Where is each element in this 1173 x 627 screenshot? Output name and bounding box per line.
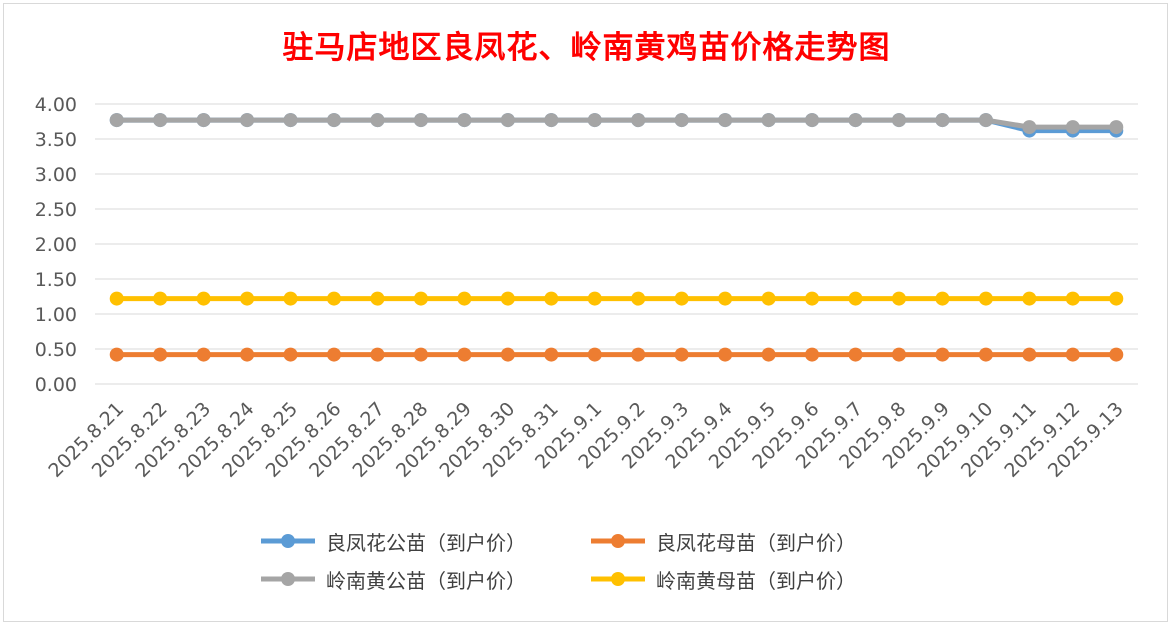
data-point-s1-8	[457, 347, 472, 362]
data-point-s3-23	[1109, 291, 1124, 306]
data-point-s3-22	[1065, 291, 1080, 306]
data-point-s1-22	[1065, 347, 1080, 362]
data-point-s3-5	[327, 291, 342, 306]
data-point-s2-22	[1065, 120, 1080, 135]
legend-swatch-series-1	[591, 534, 645, 548]
y-tick-label-5: 2.50	[35, 199, 77, 221]
data-point-s2-14	[718, 113, 733, 128]
data-point-s3-14	[718, 291, 733, 306]
data-point-s1-13	[674, 347, 689, 362]
data-point-s2-17	[848, 113, 863, 128]
data-point-s2-20	[978, 113, 993, 128]
data-point-s3-16	[805, 291, 820, 306]
data-point-s2-4	[283, 113, 298, 128]
y-tick-label-6: 3.00	[35, 164, 77, 186]
data-point-s1-3	[240, 347, 255, 362]
data-point-s2-11	[587, 113, 602, 128]
data-point-s1-10	[544, 347, 559, 362]
data-point-s3-12	[631, 291, 646, 306]
data-point-s1-14	[718, 347, 733, 362]
data-point-s3-15	[761, 291, 776, 306]
data-point-s2-15	[761, 113, 776, 128]
legend-label-series-3: 岭南黄母苗（到户价）	[656, 568, 856, 593]
series-line-2	[116, 117, 1117, 130]
data-point-s3-11	[587, 291, 602, 306]
data-point-s1-19	[935, 347, 950, 362]
data-point-s3-20	[978, 291, 993, 306]
data-point-s2-1	[153, 113, 168, 128]
data-point-s3-18	[891, 291, 906, 306]
data-point-s1-15	[761, 347, 776, 362]
data-point-s3-1	[153, 291, 168, 306]
data-point-s1-5	[327, 347, 342, 362]
data-point-s2-9	[500, 113, 515, 128]
data-point-s3-2	[196, 291, 211, 306]
data-point-s3-8	[457, 291, 472, 306]
data-point-s3-17	[848, 291, 863, 306]
data-point-s3-13	[674, 291, 689, 306]
data-point-s1-7	[413, 347, 428, 362]
legend-swatch-series-2	[261, 572, 315, 586]
data-point-s3-4	[283, 291, 298, 306]
data-point-s1-17	[848, 347, 863, 362]
legend-label-series-1: 良凤花母苗（到户价）	[656, 530, 856, 555]
data-point-s2-2	[196, 113, 211, 128]
y-tick-label-4: 2.00	[35, 234, 77, 256]
y-tick-label-1: 0.50	[35, 339, 77, 361]
y-tick-label-8: 4.00	[35, 94, 77, 116]
data-point-s3-10	[544, 291, 559, 306]
data-point-s1-12	[631, 347, 646, 362]
data-point-s2-8	[457, 113, 472, 128]
data-point-s2-7	[413, 113, 428, 128]
legend-item-series-0: 良凤花公苗（到户价）	[258, 528, 588, 555]
data-point-s2-21	[1022, 120, 1037, 135]
data-point-s2-13	[674, 113, 689, 128]
data-point-s1-21	[1022, 347, 1037, 362]
legend-label-series-2: 岭南黄公苗（到户价）	[326, 568, 526, 593]
chart-area	[3, 3, 1168, 622]
data-point-s1-9	[500, 347, 515, 362]
data-point-s2-6	[370, 113, 385, 128]
chart-title: 驻马店地区良凤花、岭南黄鸡苗价格走势图	[282, 30, 891, 66]
legend-item-series-1: 良凤花母苗（到户价）	[588, 528, 918, 555]
data-point-s1-2	[196, 347, 211, 362]
legend-item-series-3: 岭南黄母苗（到户价）	[588, 566, 918, 593]
y-tick-label-7: 3.50	[35, 129, 77, 151]
legend-swatch-series-0	[261, 534, 315, 548]
data-point-s1-23	[1109, 347, 1124, 362]
data-point-s1-11	[587, 347, 602, 362]
data-point-s3-6	[370, 291, 385, 306]
legend-label-series-0: 良凤花公苗（到户价）	[326, 530, 526, 555]
data-point-s3-7	[413, 291, 428, 306]
data-point-s3-19	[935, 291, 950, 306]
data-point-s2-12	[631, 113, 646, 128]
legend-swatch-series-3	[591, 572, 645, 586]
data-point-s2-0	[109, 113, 124, 128]
data-point-s2-16	[805, 113, 820, 128]
data-point-s1-20	[978, 347, 993, 362]
data-point-s1-0	[109, 347, 124, 362]
data-point-s3-0	[109, 291, 124, 306]
data-point-s2-18	[891, 113, 906, 128]
y-tick-label-3: 1.50	[35, 269, 77, 291]
legend: 良凤花公苗（到户价） 良凤花母苗（到户价） 岭南黄公苗（到户价） 岭南黄母苗（到…	[258, 528, 938, 593]
data-point-s3-9	[500, 291, 515, 306]
data-point-s1-1	[153, 347, 168, 362]
data-point-s2-23	[1109, 120, 1124, 135]
legend-item-series-2: 岭南黄公苗（到户价）	[258, 566, 588, 593]
data-point-s3-21	[1022, 291, 1037, 306]
data-point-s3-3	[240, 291, 255, 306]
data-point-s2-3	[240, 113, 255, 128]
data-point-s2-19	[935, 113, 950, 128]
data-point-s1-4	[283, 347, 298, 362]
data-point-s2-5	[327, 113, 342, 128]
data-point-s1-16	[805, 347, 820, 362]
data-point-s2-10	[544, 113, 559, 128]
y-tick-label-0: 0.00	[35, 374, 77, 396]
data-point-s1-18	[891, 347, 906, 362]
y-tick-label-2: 1.00	[35, 304, 77, 326]
data-point-s1-6	[370, 347, 385, 362]
